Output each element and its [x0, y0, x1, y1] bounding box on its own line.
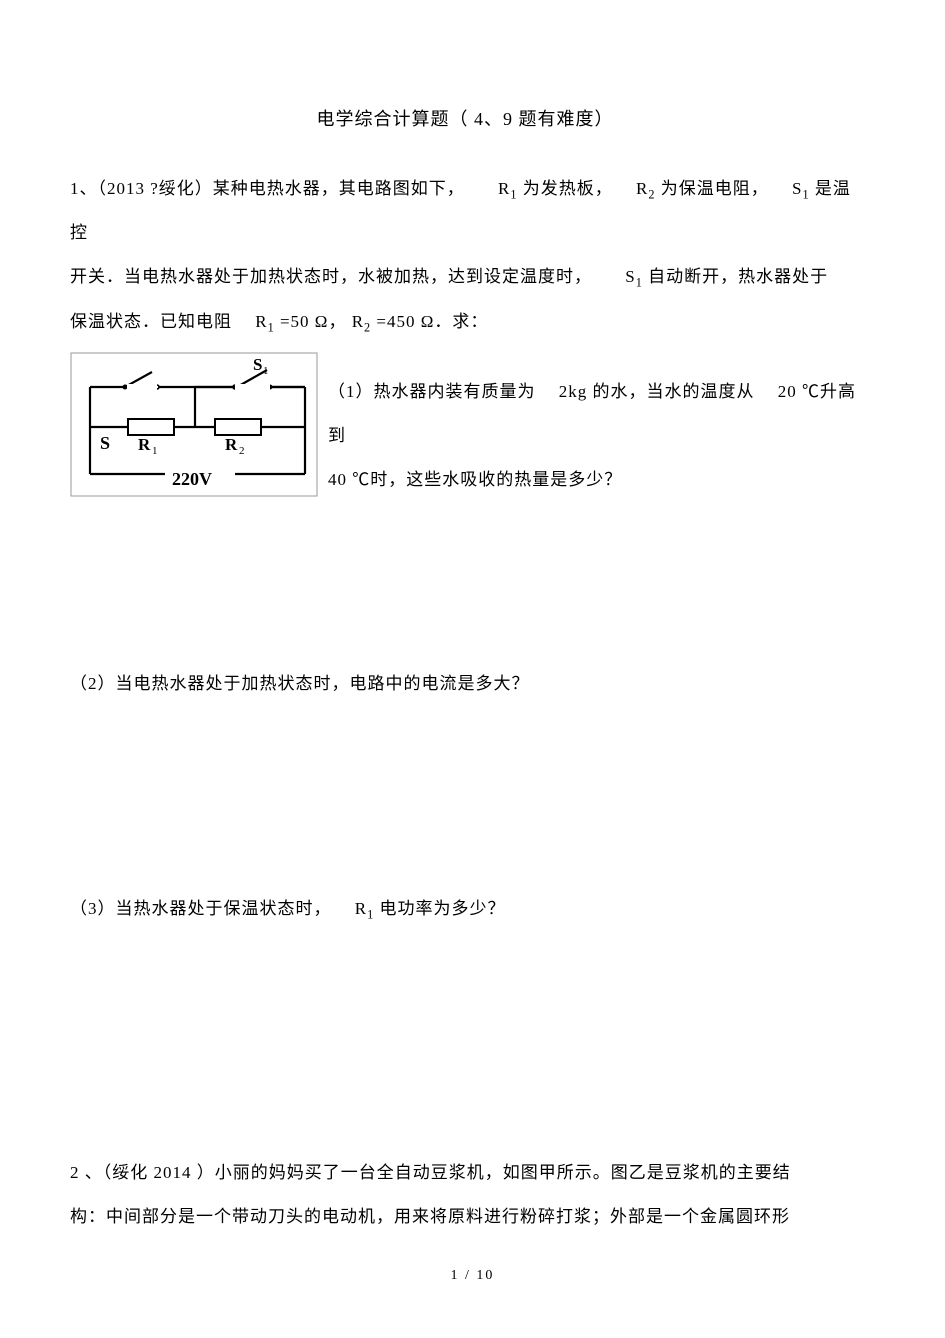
circuit-diagram: S 1 S R 1 R 2 220V	[70, 352, 318, 497]
sub: 1	[367, 907, 374, 921]
problem-1: 1、（2013 ?绥化）某种电热水器，其电路图如下， R1 为发热板， R2 为…	[70, 167, 860, 931]
svg-text:S: S	[100, 433, 110, 453]
q3-text: （3）当热水器处于保温状态时，	[70, 899, 332, 918]
svg-text:R: R	[138, 435, 151, 454]
sub: 2	[364, 320, 371, 334]
sub: 1	[268, 320, 275, 334]
problem-1-q1: （1）热水器内装有质量为 2kg 的水，当水的温度从 20 ℃升高到 40 ℃时…	[328, 352, 860, 503]
p1-text: =50 Ω，	[280, 312, 346, 331]
svg-text:220V: 220V	[172, 469, 212, 489]
problem-2: 2 、（绥化 2014 ）小丽的妈妈买了一台全自动豆浆机，如图甲所示。图乙是豆浆…	[70, 1151, 860, 1239]
diagram-row: S 1 S R 1 R 2 220V （1）热水器内装有质量为 2kg 的水，当…	[70, 352, 860, 503]
svg-text:2: 2	[239, 445, 245, 457]
page-title: 电学综合计算题（ 4、9 题有难度）	[70, 105, 860, 131]
sub: 1	[636, 276, 643, 290]
problem-1-intro: 1、（2013 ?绥化）某种电热水器，其电路图如下， R1 为发热板， R2 为…	[70, 167, 860, 344]
svg-text:R: R	[225, 435, 238, 454]
svg-text:1: 1	[263, 365, 269, 377]
problem-1-q3: （3）当热水器处于保温状态时， R1 电功率为多少？	[70, 887, 860, 931]
p1-text: 自动断开，热水器处于	[648, 267, 828, 286]
p2-line1: 2 、（绥化 2014 ）小丽的妈妈买了一台全自动豆浆机，如图甲所示。图乙是豆浆…	[70, 1163, 791, 1182]
q1-text: 40 ℃时，这些水吸收的热量是多少？	[328, 470, 622, 489]
p1-text: =450 Ω．求：	[376, 312, 488, 331]
svg-text:S: S	[253, 355, 262, 374]
p1-text: 为保温电阻，	[661, 179, 769, 198]
p2-line2: 构：中间部分是一个带动刀头的电动机，用来将原料进行粉碎打浆；外部是一个金属圆环形	[70, 1207, 790, 1226]
page-footer: 1 / 10	[0, 1268, 945, 1284]
p1-text: 1、（2013 ?绥化）某种电热水器，其电路图如下，	[70, 179, 465, 198]
q1-text: 2kg 的水，当水的温度从	[559, 382, 755, 401]
sub: 1	[510, 187, 517, 201]
problem-1-q2: （2）当电热水器处于加热状态时，电路中的电流是多大？	[70, 662, 860, 706]
q1-text: （1）热水器内装有质量为	[328, 382, 536, 401]
q3-text: 电功率为多少？	[379, 899, 505, 918]
p1-text: R	[636, 179, 648, 198]
svg-text:1: 1	[152, 445, 158, 457]
p1-text: R	[498, 179, 510, 198]
p1-text: S	[792, 179, 802, 198]
p1-text: 保温状态．已知电阻	[70, 312, 232, 331]
p1-text: R	[255, 312, 267, 331]
sub: 2	[648, 187, 655, 201]
q3-text: R	[355, 899, 367, 918]
p1-text: S	[625, 267, 635, 286]
p1-text: 开关．当电热水器处于加热状态时，水被加热，达到设定温度时，	[70, 267, 592, 286]
p1-text: R	[352, 312, 364, 331]
p1-text: 为发热板，	[523, 179, 613, 198]
sub: 1	[802, 187, 809, 201]
